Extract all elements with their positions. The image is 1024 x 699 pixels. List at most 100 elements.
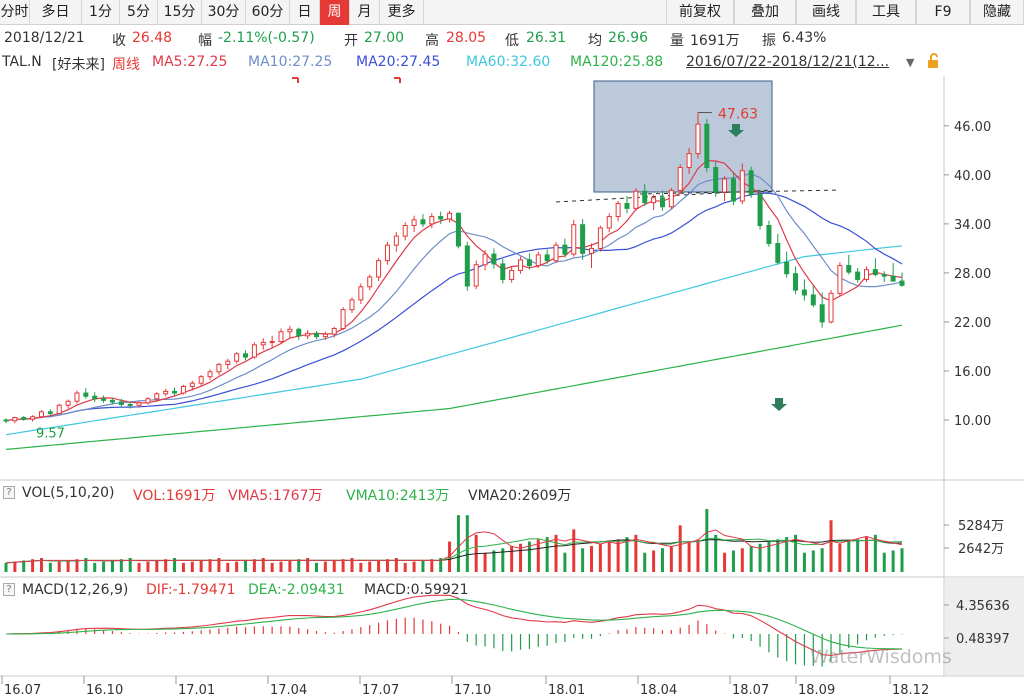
- candle-body: [722, 178, 728, 193]
- lock-icon[interactable]: [926, 53, 944, 73]
- volume-bar: [838, 543, 842, 572]
- volume-bar: [758, 543, 762, 572]
- candle-body: [225, 360, 231, 365]
- tab-5min[interactable]: 5分: [120, 0, 158, 25]
- high-price-label: 47.63: [718, 107, 758, 123]
- volume-bar: [554, 534, 558, 572]
- candle-body: [367, 276, 373, 288]
- candle-body: [580, 224, 586, 254]
- candle-body: [216, 363, 222, 373]
- candle-body: [38, 411, 44, 418]
- tab-month[interactable]: 月: [350, 0, 380, 25]
- tab-15min[interactable]: 15分: [158, 0, 202, 25]
- candle-body: [92, 395, 98, 400]
- candle-body: [118, 401, 124, 405]
- candle-body: [172, 390, 178, 394]
- candle-body: [287, 328, 293, 333]
- macd-indicator-name[interactable]: MACD(12,26,9): [22, 582, 129, 598]
- candle-body: [278, 331, 284, 343]
- volume-bar: [873, 534, 877, 572]
- candle-body: [526, 259, 532, 267]
- volume-bar: [527, 541, 531, 572]
- tab-60min[interactable]: 60分: [246, 0, 290, 25]
- volume-bar: [4, 562, 8, 572]
- candle-body: [260, 341, 266, 346]
- candle-body: [296, 328, 302, 337]
- help-icon[interactable]: ?: [3, 486, 15, 499]
- volume-bar: [48, 562, 52, 572]
- forward-adjust-button[interactable]: 前复权: [666, 0, 734, 25]
- volume-bar: [891, 550, 895, 572]
- amplitude-value: 6.43%: [782, 30, 827, 46]
- sell-signal-arrow-icon: [771, 398, 787, 411]
- volume-bar: [22, 560, 26, 572]
- tab-multiday[interactable]: 多日: [30, 0, 82, 25]
- tools-button[interactable]: 工具: [856, 0, 916, 25]
- volume-bar: [643, 552, 647, 572]
- candle-body: [101, 398, 107, 401]
- candle-body: [553, 244, 559, 262]
- volume-value: 1691万: [690, 33, 740, 49]
- volume-bar: [811, 550, 815, 572]
- tab-week[interactable]: 周: [320, 0, 350, 25]
- ma-legend: TAL.N [好未来] 周线 MA5:27.25 MA10:27.25 MA20…: [0, 51, 1024, 73]
- candle-body: [56, 404, 62, 414]
- candle-body: [163, 390, 169, 395]
- volume-bar: [403, 562, 407, 572]
- x-tick-label: 17.04: [270, 683, 307, 698]
- vol-indicator-name[interactable]: VOL(5,10,20): [22, 485, 115, 501]
- candle-body: [748, 170, 754, 195]
- volume-label: 量: [670, 33, 684, 49]
- volume-bar: [332, 560, 336, 572]
- volume-bar: [252, 559, 256, 572]
- help-icon[interactable]: ?: [3, 583, 15, 596]
- volume-bar: [377, 560, 381, 572]
- tab-more[interactable]: 更多: [380, 0, 424, 25]
- dif-line: [5, 594, 903, 657]
- volume-panel-header: ? VOL(5,10,20) VOL:1691万 VMA5:1767万 VMA1…: [0, 485, 700, 504]
- volume-bar: [350, 557, 354, 572]
- volume-bar: [785, 537, 789, 572]
- candle-body: [890, 275, 896, 282]
- candle-body: [615, 202, 621, 218]
- date-range[interactable]: 2016/07/22-2018/12/21(12...: [686, 54, 890, 70]
- dropdown-arrow-icon[interactable]: ▼: [906, 56, 915, 69]
- vma10-value: VMA10:2413万: [346, 488, 450, 504]
- volume-bar: [57, 561, 61, 572]
- candle-body: [828, 292, 834, 323]
- x-tick-label: 18.12: [892, 683, 929, 698]
- volume-bar: [217, 557, 221, 572]
- draw-line-button[interactable]: 画线: [796, 0, 856, 25]
- ma120-line: [5, 324, 903, 450]
- volume-bar: [465, 515, 469, 572]
- change-value: -2.11%(-0.57): [218, 30, 315, 46]
- volume-bar: [723, 552, 727, 572]
- macd-axis-background: [945, 578, 1024, 675]
- amplitude-label: 振: [762, 33, 776, 49]
- candle-body: [642, 190, 648, 204]
- period-label: 周线: [112, 57, 140, 73]
- tab-timeshare[interactable]: 分时: [0, 0, 30, 25]
- tab-day[interactable]: 日: [290, 0, 320, 25]
- volume-bar: [536, 539, 540, 572]
- stock-symbol: TAL.N: [2, 54, 42, 70]
- tab-30min[interactable]: 30分: [202, 0, 246, 25]
- volume-bar: [900, 548, 904, 572]
- volume-bar: [93, 562, 97, 572]
- candle-body: [145, 398, 151, 404]
- volume-bar: [501, 548, 505, 572]
- overlay-button[interactable]: 叠加: [734, 0, 796, 25]
- price-tick-label: 10.00: [954, 414, 991, 429]
- volume-bar: [492, 550, 496, 572]
- volume-bar: [181, 562, 185, 572]
- x-tick-label: 17.10: [454, 683, 491, 698]
- candle-body: [793, 273, 799, 291]
- candle-body: [473, 264, 479, 287]
- tab-1min[interactable]: 1分: [82, 0, 120, 25]
- volume-bar: [270, 562, 274, 572]
- volume-bar: [731, 550, 735, 572]
- candle-body: [535, 254, 541, 267]
- candle-body: [766, 225, 772, 244]
- f9-button[interactable]: F9: [916, 0, 970, 25]
